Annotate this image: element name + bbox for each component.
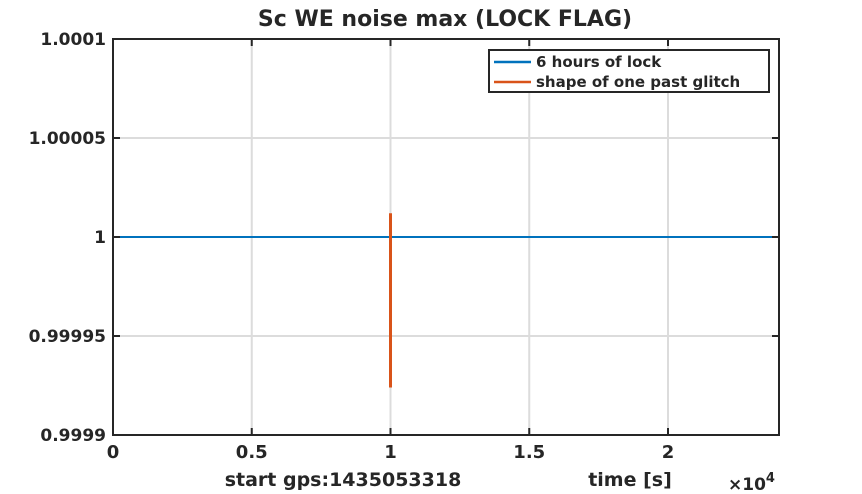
y-tick-label: 0.9999 bbox=[40, 426, 106, 446]
y-tick-label: 1 bbox=[94, 228, 106, 248]
x-tick-label: 2 bbox=[662, 442, 675, 463]
x-axis-label: time [s] bbox=[588, 469, 672, 491]
x-tick-label: 1.5 bbox=[513, 442, 545, 463]
chart-title: Sc WE noise max (LOCK FLAG) bbox=[258, 7, 632, 32]
x-start-note: start gps:1435053318 bbox=[225, 469, 462, 491]
y-tick-label: 1.0001 bbox=[40, 30, 106, 50]
y-tick-label: 1.00005 bbox=[29, 129, 106, 149]
x-tick-label: 0.5 bbox=[236, 442, 268, 463]
x-tick-label: 0 bbox=[107, 442, 120, 463]
y-tick-labels: 0.9999 0.99995 1 1.00005 1.0001 bbox=[29, 30, 106, 446]
legend-label-lock: 6 hours of lock bbox=[536, 53, 662, 71]
legend: 6 hours of lock shape of one past glitch bbox=[488, 49, 770, 93]
tick-marks bbox=[112, 38, 779, 436]
x-tick-label: 1 bbox=[384, 442, 397, 463]
x-multiplier: ×104 bbox=[728, 471, 775, 494]
x-tick-labels: 0 0.5 1 1.5 2 bbox=[107, 442, 675, 463]
y-tick-label: 0.99995 bbox=[29, 327, 106, 347]
legend-box bbox=[488, 49, 770, 93]
legend-label-glitch: shape of one past glitch bbox=[536, 73, 740, 91]
series-group bbox=[113, 213, 779, 388]
